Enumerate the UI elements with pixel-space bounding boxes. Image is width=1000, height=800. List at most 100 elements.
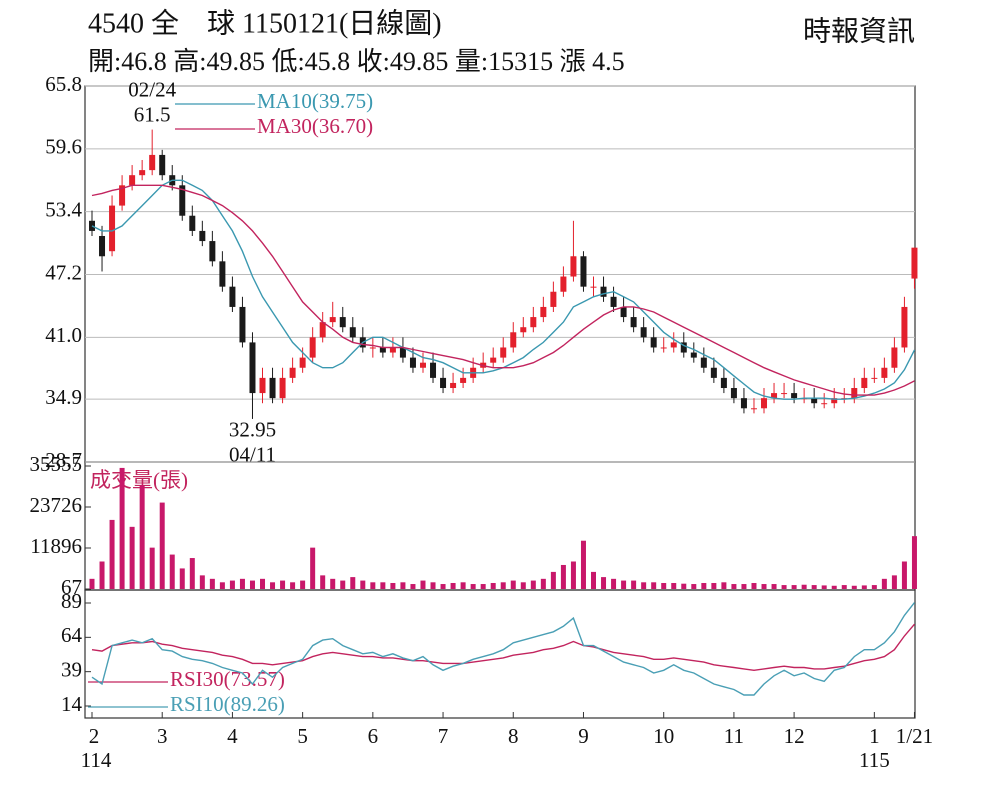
candle-body: [901, 306, 908, 348]
y-tick-label: 64: [61, 623, 83, 647]
volume-bar: [390, 582, 396, 589]
volume-panel: [84, 461, 916, 591]
volume-bar: [109, 519, 115, 589]
volume-bar: [480, 584, 486, 589]
volume-bar: [239, 578, 245, 589]
volume-bar: [430, 582, 436, 589]
volume-bar: [119, 467, 125, 589]
candle-body: [309, 337, 316, 358]
legend-label: RSI10(89.26): [170, 692, 285, 716]
annotation-value: 61.5: [134, 102, 171, 126]
volume-bar: [550, 571, 556, 589]
volume-bar: [470, 584, 476, 589]
volume-bar: [199, 575, 205, 589]
candle-body: [379, 347, 386, 353]
volume-bar: [300, 580, 306, 589]
volume-bar: [450, 582, 456, 589]
candle-body: [369, 347, 376, 349]
candle-body: [630, 317, 637, 328]
volume-bar: [601, 577, 607, 589]
candle-body: [540, 306, 547, 318]
volume-bar: [661, 582, 667, 589]
volume-bar: [530, 580, 536, 589]
y-tick-label: 23726: [30, 493, 83, 517]
candle-body: [730, 388, 737, 399]
y-tick-label: 39: [61, 657, 82, 681]
candle-body: [219, 261, 226, 287]
moving-average: [91, 184, 915, 396]
x-sublabel: 115: [859, 748, 890, 772]
title: 4540 全 球 1150121(日線圖): [88, 7, 442, 39]
candle-body: [239, 306, 246, 343]
candle-body: [530, 317, 537, 328]
volume-bar: [540, 578, 546, 589]
volume-bar: [771, 584, 777, 589]
volume-bar: [681, 583, 687, 589]
candle-body: [159, 154, 166, 176]
candle-body: [279, 377, 286, 399]
candle-body: [339, 317, 346, 328]
price-info: 開:46.8 高:49.85 低:45.8 收:49.85 量:15315 漲 …: [88, 47, 625, 76]
volume-bar: [380, 582, 386, 589]
volume-bar: [249, 580, 255, 589]
candle-body: [771, 393, 778, 399]
volume-bar: [520, 582, 526, 589]
volume-bar: [169, 554, 175, 589]
candle-body: [389, 347, 396, 353]
candle-body: [761, 398, 768, 409]
candle-body: [700, 357, 707, 368]
volume-bar: [490, 582, 496, 589]
volume-bar: [460, 582, 466, 589]
price-panel: [84, 85, 916, 463]
volume-bar: [911, 536, 917, 589]
legend-label: MA10(39.75): [257, 89, 373, 113]
candle-body: [710, 367, 717, 378]
legend-label: RSI30(73.57): [170, 667, 285, 691]
candle-body: [129, 175, 136, 186]
candle-body: [249, 342, 256, 394]
candle-body: [329, 317, 336, 323]
volume-bar: [270, 582, 276, 589]
x-sublabel: 114: [81, 748, 112, 772]
volume-bar: [260, 578, 266, 589]
volume-bar: [570, 561, 576, 589]
rsi-line: [91, 623, 916, 672]
volume-bar: [641, 582, 647, 589]
candle-body: [590, 286, 597, 288]
candle-body: [269, 377, 276, 399]
candle-body: [409, 357, 416, 368]
candle-body: [580, 256, 587, 287]
candle-body: [560, 276, 567, 292]
volume-bar: [781, 585, 787, 589]
volume-bar: [510, 580, 516, 589]
candle-body: [640, 327, 647, 338]
candle-body: [399, 347, 406, 358]
candle-body: [861, 377, 868, 389]
volume-bar: [651, 582, 657, 589]
y-tick-label: 34.9: [45, 385, 82, 409]
candle-body: [720, 377, 727, 389]
candle-body: [149, 154, 156, 171]
volume-bar: [901, 561, 907, 589]
volume-bar: [340, 580, 346, 589]
volume-bar: [711, 582, 717, 589]
volume-bar: [701, 582, 707, 589]
volume-bar: [580, 540, 586, 589]
candle-body: [510, 332, 517, 348]
volume-bar: [631, 580, 637, 589]
volume-bar: [871, 585, 877, 589]
volume-bar: [229, 580, 235, 589]
volume-bar: [350, 577, 356, 589]
volume-bar: [410, 584, 416, 589]
y-tick-label: 89: [61, 589, 82, 613]
volume-bar: [159, 502, 165, 589]
annotation-date: 02/24: [128, 77, 176, 101]
x-tick-label: 4: [227, 724, 238, 748]
volume-bar: [89, 578, 95, 589]
legend-label: MA30(36.70): [257, 114, 373, 138]
volume-bar: [560, 564, 566, 589]
source: 時報資訊: [803, 15, 915, 47]
x-tick-label: 11: [724, 724, 744, 748]
volume-bar: [841, 585, 847, 589]
volume-bar: [290, 582, 296, 589]
